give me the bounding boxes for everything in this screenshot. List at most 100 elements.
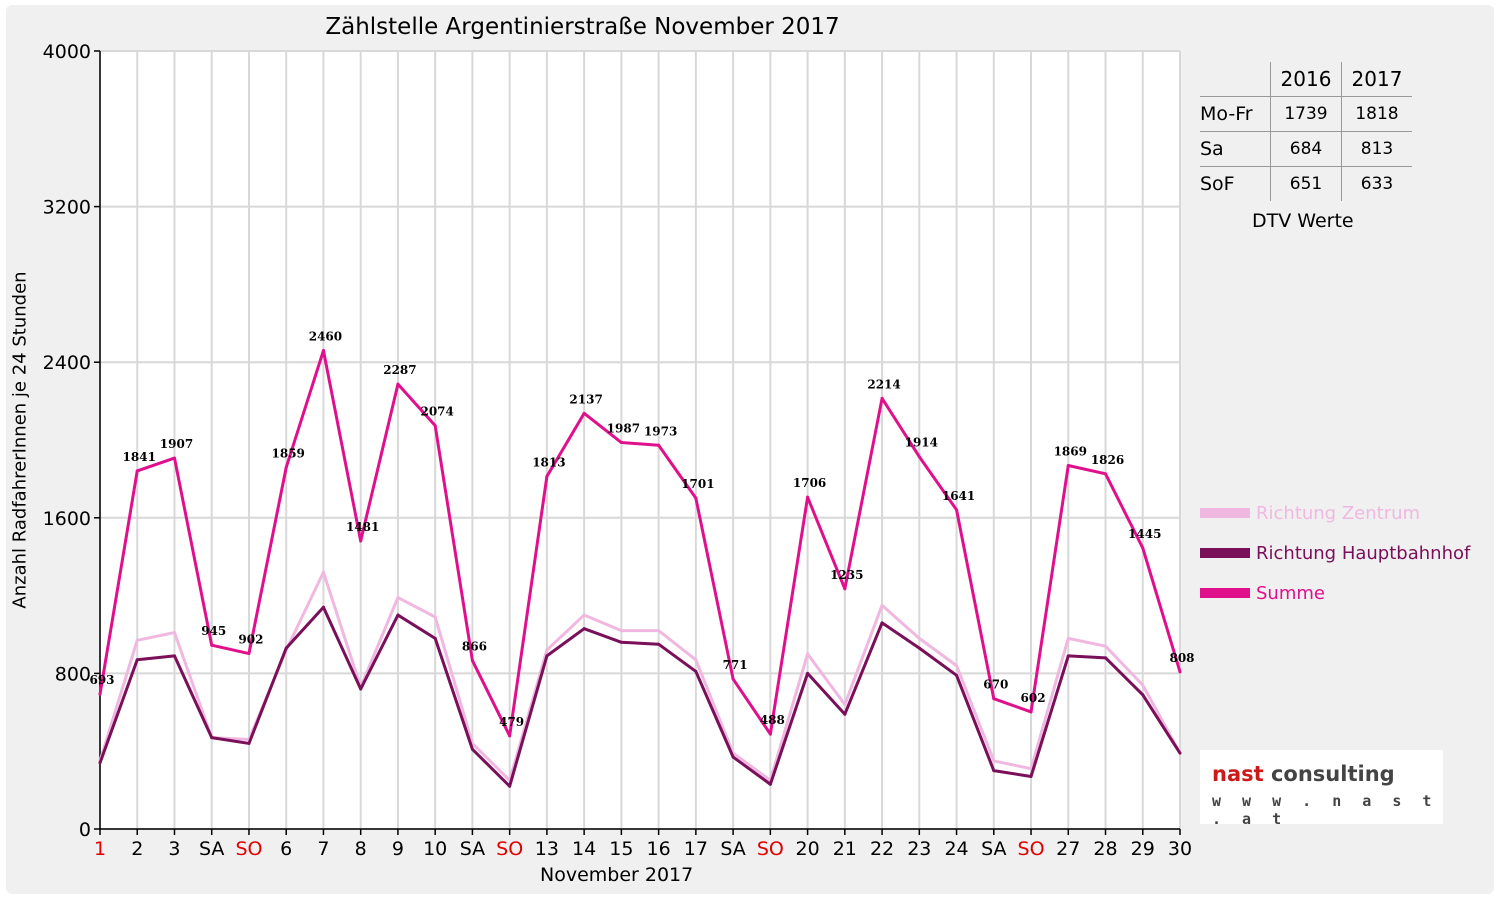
data-point — [172, 456, 176, 460]
legend-swatch — [1200, 588, 1250, 598]
dtv-table: 2016 2017 Mo-Fr 1739 1818 Sa 684 813 SoF… — [1200, 62, 1412, 201]
legend-item: Summe — [1200, 573, 1470, 613]
data-label: 1859 — [272, 446, 305, 460]
data-point — [284, 646, 288, 650]
y-tick-label: 2400 — [43, 352, 91, 374]
data-point — [210, 736, 214, 740]
nast-consulting-logo: nast consulting w w w . n a s t . a t — [1200, 750, 1443, 828]
data-point — [470, 747, 474, 751]
data-point — [1178, 751, 1182, 755]
chart-title: Zählstelle Argentinierstraße November 20… — [325, 14, 840, 40]
data-point — [396, 613, 400, 617]
dtv-header-2016: 2016 — [1270, 62, 1342, 97]
dtv-row-label: Mo-Fr — [1200, 96, 1271, 132]
data-point — [694, 669, 698, 673]
x-tick-label: 7 — [317, 838, 329, 860]
data-point — [135, 469, 139, 473]
dtv-row: Sa 684 813 — [1200, 131, 1412, 167]
x-tick-label: 14 — [572, 838, 596, 860]
data-label: 771 — [723, 658, 748, 672]
data-label: 1869 — [1054, 444, 1087, 458]
data-label: 1987 — [607, 422, 640, 436]
data-point — [843, 712, 847, 716]
x-tick-label: 30 — [1168, 838, 1192, 860]
series-line-3 — [98, 349, 1182, 738]
x-tick-label: 9 — [392, 838, 404, 860]
dtv-header-2017: 2017 — [1341, 62, 1412, 97]
x-tick-label: SO — [1018, 838, 1045, 860]
data-point — [321, 570, 325, 574]
data-label: 945 — [201, 624, 226, 638]
dtv-cell: 813 — [1341, 131, 1412, 167]
data-point — [955, 664, 959, 668]
data-point — [135, 638, 139, 642]
x-tick-label: SO — [757, 838, 784, 860]
data-point — [470, 659, 474, 663]
data-point — [1066, 654, 1070, 658]
x-tick-label: 16 — [647, 838, 671, 860]
data-point — [806, 652, 810, 656]
data-label: 602 — [1021, 691, 1046, 705]
data-label: 1235 — [830, 568, 863, 582]
series-line-2 — [98, 605, 1182, 788]
data-point — [880, 396, 884, 400]
data-point — [731, 755, 735, 759]
x-tick-label: 27 — [1056, 838, 1080, 860]
legend-item: Richtung Hauptbahnhof — [1200, 533, 1470, 573]
x-tick-label: SA — [460, 838, 485, 860]
data-point — [582, 627, 586, 631]
x-tick-label: SA — [720, 838, 745, 860]
data-point — [433, 615, 437, 619]
data-point — [1104, 644, 1108, 648]
data-point — [1141, 546, 1145, 550]
data-point — [657, 642, 661, 646]
data-point — [321, 605, 325, 609]
data-point — [1104, 472, 1108, 476]
data-point — [396, 596, 400, 600]
data-label: 1841 — [123, 450, 156, 464]
data-point — [768, 782, 772, 786]
dtv-row: Mo-Fr 1739 1818 — [1200, 96, 1412, 132]
data-point — [508, 734, 512, 738]
data-point — [992, 759, 996, 763]
data-point — [508, 784, 512, 788]
data-label: 1701 — [681, 477, 714, 491]
x-axis-label: November 2017 — [540, 864, 694, 886]
data-point — [1178, 670, 1182, 674]
dtv-cell: 684 — [1270, 131, 1342, 167]
data-point — [694, 496, 698, 500]
data-point — [1141, 693, 1145, 697]
data-label: 1826 — [1091, 453, 1124, 467]
x-tick-label: 2 — [131, 838, 143, 860]
data-label: 2214 — [867, 377, 900, 391]
dtv-row-label: Sa — [1200, 131, 1271, 167]
y-tick-label: 800 — [55, 663, 91, 685]
data-label: 2460 — [309, 330, 342, 344]
data-label: 479 — [499, 715, 524, 729]
data-label: 693 — [89, 673, 114, 687]
logo-brand-red: nast — [1212, 762, 1264, 786]
legend-swatch — [1200, 548, 1250, 558]
data-point — [619, 640, 623, 644]
x-tick-label: 24 — [944, 838, 968, 860]
data-point — [210, 643, 214, 647]
dtv-cell: 651 — [1270, 166, 1342, 201]
data-point — [880, 603, 884, 607]
legend-item: Richtung Zentrum — [1200, 493, 1470, 533]
data-point — [806, 495, 810, 499]
data-point — [806, 671, 810, 675]
data-point — [955, 508, 959, 512]
legend-swatch — [1200, 508, 1250, 518]
data-point — [917, 646, 921, 650]
x-tick-label: 20 — [795, 838, 819, 860]
dtv-row-label: SoF — [1200, 173, 1235, 195]
data-label: 1445 — [1128, 527, 1161, 541]
data-point — [992, 769, 996, 773]
data-label: 1481 — [346, 520, 379, 534]
x-tick-label: 3 — [168, 838, 180, 860]
legend-label: Richtung Zentrum — [1256, 502, 1421, 524]
data-point — [359, 687, 363, 691]
x-tick-label: 21 — [833, 838, 857, 860]
data-point — [545, 654, 549, 658]
